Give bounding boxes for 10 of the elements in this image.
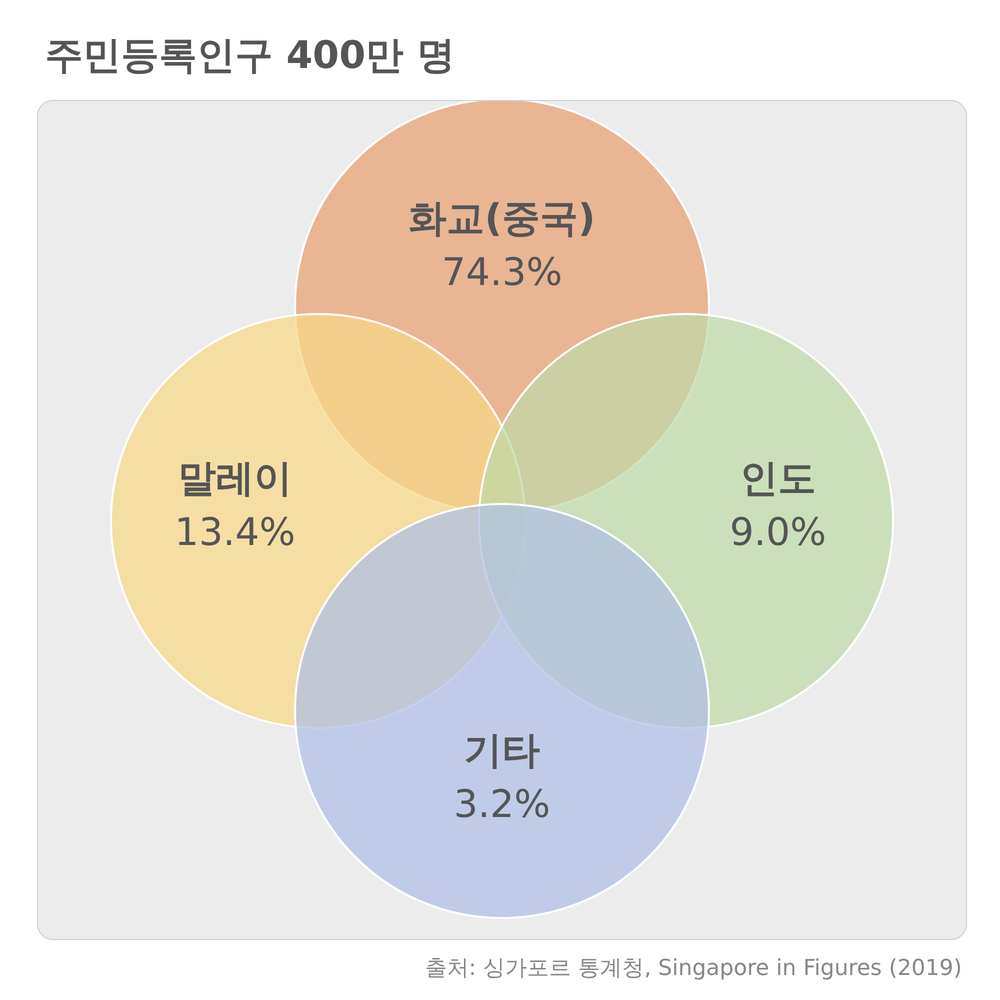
category-label: 인도: [739, 455, 817, 502]
category-label: 말레이: [177, 455, 293, 502]
data-label: 74.3%: [440, 249, 564, 296]
data-label: 13.4%: [174, 509, 296, 556]
data-label: 9.0%: [728, 509, 828, 556]
category-label: 기타: [463, 727, 541, 774]
data-label: 3.2%: [452, 781, 552, 828]
text: 주민등록인구 400만 명: [45, 32, 455, 79]
source-note: 출처: 싱가포르 통계청, Singapore in Figures (2019): [424, 955, 962, 983]
category-label: 화교(중국): [408, 195, 596, 242]
